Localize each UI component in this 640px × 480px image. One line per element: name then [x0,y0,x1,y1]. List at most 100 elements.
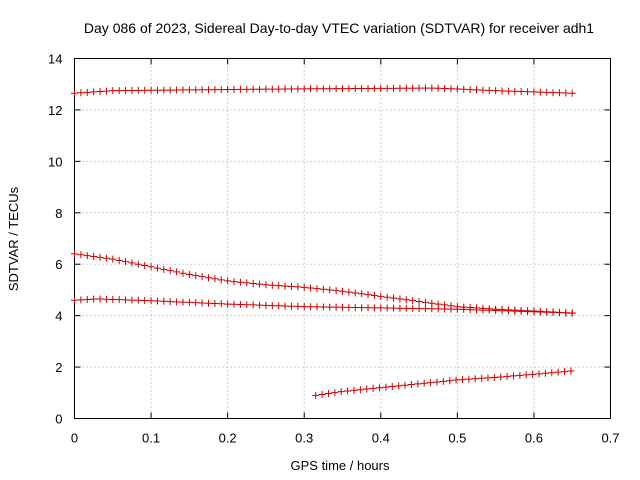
data-point [313,303,321,311]
data-point [256,301,264,309]
data-point [326,85,334,93]
data-point [134,296,142,304]
data-point [504,307,512,315]
data-point [344,387,352,395]
x-tick-label: 0 [71,431,78,446]
data-point [262,301,270,309]
data-point [568,89,576,97]
data-point [179,86,187,94]
data-point [115,87,123,95]
data-point [376,384,384,392]
data-point [390,294,398,302]
data-point [211,275,219,283]
data-point [370,292,378,299]
data-point [109,255,117,263]
data-point [153,297,161,305]
data-point [522,371,530,379]
data-point [383,293,391,301]
data-point [192,272,200,280]
data-point [473,86,480,94]
data-point [198,299,206,307]
data-point [90,88,98,96]
data-point [109,87,117,95]
data-point [326,303,334,311]
data-point [147,263,155,271]
data-point [249,301,257,309]
data-point [262,85,270,93]
data-point [555,309,563,317]
data-point [465,375,473,383]
data-point [332,303,340,311]
data-point [141,297,149,305]
data-point [543,308,551,316]
data-point [530,308,538,316]
data-point [337,388,345,396]
data-point [122,87,130,95]
data-point [249,85,257,93]
data-point [141,262,149,269]
data-point [153,86,161,94]
data-point [427,379,435,387]
y-tick-label: 0 [55,412,62,427]
data-point [339,287,346,295]
data-point [414,380,422,388]
data-point [485,86,493,94]
y-tick-label: 12 [48,103,62,118]
data-point [287,283,295,290]
data-point [96,88,104,95]
data-point [503,372,511,380]
data-point [102,254,110,262]
data-point [409,84,417,92]
plot-frame [74,58,611,419]
data-point [370,84,378,92]
data-point [287,85,295,93]
data-point [345,303,353,311]
data-point [479,306,487,314]
data-point [115,296,123,304]
data-point [484,374,492,382]
data-point [345,85,353,93]
y-tick-label: 4 [55,309,62,324]
data-point [332,287,340,295]
data-point [307,284,315,292]
data-point [377,84,385,92]
data-point [453,85,461,93]
data-point [453,305,461,313]
data-point [217,276,225,284]
data-point [281,85,289,93]
data-point [173,298,181,306]
data-point [369,384,377,392]
data-point [485,306,493,314]
data-point [339,303,346,311]
data-point [205,299,212,307]
data-point [128,259,136,267]
data-point [567,367,575,375]
data-point [83,88,91,96]
data-point [471,375,479,383]
data-point [452,376,460,384]
x-tick-label: 0.7 [601,431,619,446]
series-sat-d [312,367,575,399]
data-point [434,305,442,313]
data-point [268,281,276,289]
data-point [554,368,562,376]
data-point [364,304,372,312]
data-point [479,86,487,94]
data-point [217,300,225,308]
data-point [294,283,302,291]
data-point [83,296,91,303]
data-point [382,383,390,391]
data-point [236,85,244,93]
data-point [71,296,78,304]
data-point [433,378,441,386]
data-point [71,89,78,97]
data-point [446,377,454,385]
data-point [351,85,359,93]
data-point [300,283,308,291]
data-point [460,305,468,313]
axis-ticks [74,58,611,419]
data-point [319,285,327,293]
data-point [409,304,417,312]
data-point [536,308,544,316]
x-tick-label: 0.1 [142,431,160,446]
